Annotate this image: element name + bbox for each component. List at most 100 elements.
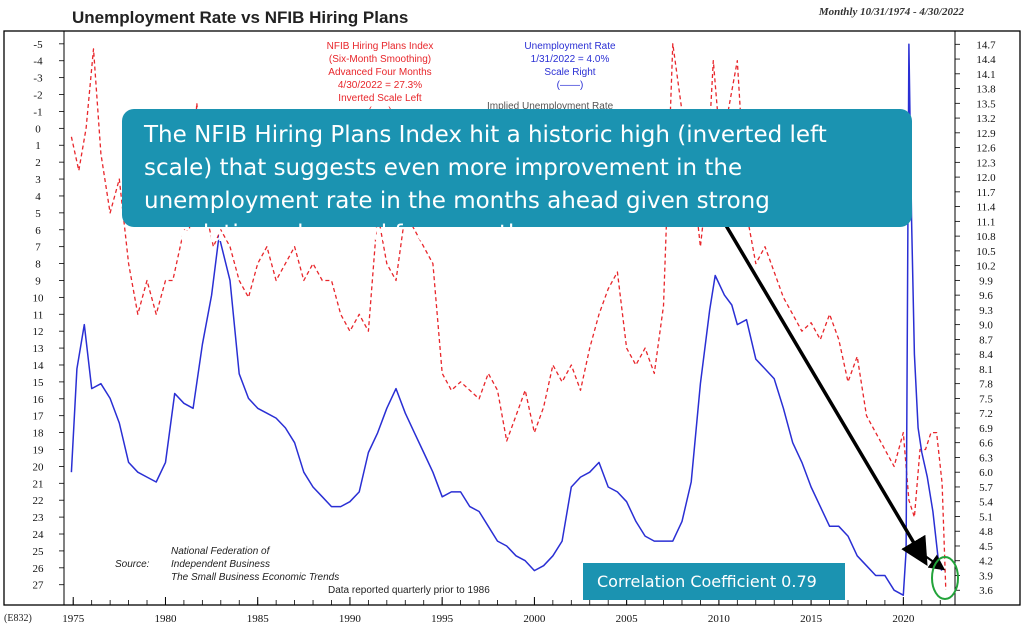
source-line3: The Small Business Economic Trends [171, 572, 340, 583]
right-tick-label: 10.8 [976, 231, 996, 243]
nfib-legend-line1: NFIB Hiring Plans Index [326, 41, 434, 52]
quarterly-note: Data reported quarterly prior to 1986 [328, 585, 490, 596]
left-tick-label: 20 [33, 461, 45, 473]
left-tick-label: 15 [33, 377, 45, 389]
right-tick-label: 12.0 [976, 172, 996, 184]
right-tick-label: 4.5 [979, 541, 993, 553]
right-tick-label: 12.9 [976, 128, 996, 140]
right-tick-label: 9.0 [979, 320, 993, 332]
right-tick-label: 11.4 [977, 202, 996, 214]
source-label: Source: [115, 559, 150, 570]
x-tick-label: 1980 [154, 613, 177, 625]
right-tick-label: 9.3 [979, 305, 993, 317]
date-range: Monthly 10/31/1974 - 4/30/2022 [818, 6, 964, 18]
right-tick-label: 10.5 [976, 246, 996, 258]
left-tick-label: 25 [33, 546, 45, 558]
right-tick-label: 3.6 [979, 585, 993, 597]
unemployment-legend-line2: 1/31/2022 = 4.0% [530, 54, 610, 65]
right-tick-label: 8.1 [979, 364, 993, 376]
nfib-legend-line2: (Six-Month Smoothing) [328, 54, 432, 65]
x-tick-label: 2010 [708, 613, 731, 625]
left-tick-label: 22 [33, 495, 44, 507]
unemployment-legend: Unemployment Rate 1/31/2022 = 4.0% Scale… [505, 40, 635, 92]
right-tick-label: 9.6 [979, 290, 993, 302]
right-tick-label: 11.7 [977, 187, 996, 199]
right-tick-label: 8.4 [979, 349, 993, 361]
x-tick-label: 1975 [62, 613, 85, 625]
left-tick-label: 1 [35, 140, 41, 152]
left-tick-label: -5 [33, 39, 43, 51]
unemployment-legend-line4: (——) [556, 80, 584, 91]
source-line1: National Federation of [171, 546, 270, 557]
implied-rate-label: Implied Unemployment Rate [487, 101, 614, 112]
left-tick-label: 8 [35, 259, 41, 271]
left-tick-label: 5 [35, 208, 41, 220]
right-tick-label: 11.1 [977, 216, 996, 228]
right-tick-label: 6.6 [979, 438, 993, 450]
left-tick-label: 10 [33, 292, 45, 304]
nfib-legend-line5: Inverted Scale Left [338, 93, 422, 104]
right-tick-label: 5.4 [979, 497, 993, 509]
right-tick-label: 13.8 [976, 84, 996, 96]
unemployment-legend-line1: Unemployment Rate [524, 41, 616, 52]
left-tick-label: -1 [33, 106, 42, 118]
right-tick-label: 5.7 [979, 482, 993, 494]
left-tick-label: 16 [33, 394, 45, 406]
left-tick-label: 14 [33, 360, 45, 372]
left-tick-label: -2 [33, 90, 42, 102]
left-tick-label: 24 [33, 529, 45, 541]
highlight-circle [931, 556, 959, 600]
left-tick-label: 2 [35, 157, 41, 169]
x-tick-label: 1990 [339, 613, 362, 625]
right-tick-label: 4.8 [979, 526, 993, 538]
left-tick-label: 19 [33, 444, 45, 456]
left-tick-label: 9 [35, 275, 41, 287]
left-tick-label: 27 [33, 580, 45, 592]
chart-code: (E832) [4, 613, 32, 624]
right-tick-label: 4.2 [979, 556, 993, 568]
left-tick-label: -3 [33, 73, 43, 85]
right-tick-label: 7.2 [979, 408, 993, 420]
left-tick-label: 21 [33, 478, 44, 490]
source-line2: Independent Business [171, 559, 270, 570]
right-tick-label: 5.1 [979, 511, 993, 523]
right-tick-label: 12.6 [976, 143, 996, 155]
right-tick-label: 12.3 [976, 157, 996, 169]
right-tick-label: 6.0 [979, 467, 993, 479]
left-tick-label: 12 [33, 326, 44, 338]
left-tick-label: 0 [35, 123, 41, 135]
right-tick-label: 3.9 [979, 570, 993, 582]
x-tick-label: 2015 [800, 613, 823, 625]
x-tick-label: 2020 [892, 613, 915, 625]
callout-box: The NFIB Hiring Plans Index hit a histor… [122, 109, 912, 247]
left-tick-label: -4 [33, 56, 43, 68]
right-tick-label: 7.8 [979, 379, 993, 391]
nfib-legend-line4: 4/30/2022 = 27.3% [337, 80, 423, 91]
left-tick-label: 17 [33, 411, 45, 423]
left-tick-label: 18 [33, 428, 45, 440]
nfib-legend-line3: Advanced Four Months [328, 67, 432, 78]
left-tick-label: 3 [35, 174, 41, 186]
left-tick-label: 4 [35, 191, 41, 203]
x-tick-label: 1995 [431, 613, 454, 625]
correlation-text: Correlation Coefficient 0.79 [597, 572, 817, 591]
right-tick-label: 14.4 [976, 54, 996, 66]
unemployment-legend-line3: Scale Right [544, 67, 596, 78]
right-tick-label: 10.2 [976, 261, 995, 273]
right-tick-label: 7.5 [979, 393, 993, 405]
right-tick-label: 14.7 [976, 39, 996, 51]
x-tick-label: 2000 [523, 613, 546, 625]
right-tick-label: 9.9 [979, 275, 993, 287]
right-tick-label: 14.1 [976, 69, 995, 81]
left-tick-label: 13 [33, 343, 45, 355]
unemployment-series-line [70, 43, 943, 596]
annotation-arrow [716, 211, 928, 567]
x-tick-label: 1985 [247, 613, 270, 625]
right-tick-label: 6.9 [979, 423, 993, 435]
chart-title: Unemployment Rate vs NFIB Hiring Plans [72, 8, 409, 27]
right-tick-label: 13.5 [976, 98, 996, 110]
left-tick-label: 26 [33, 563, 45, 575]
x-tick-label: 2005 [616, 613, 639, 625]
left-tick-label: 23 [33, 512, 45, 524]
